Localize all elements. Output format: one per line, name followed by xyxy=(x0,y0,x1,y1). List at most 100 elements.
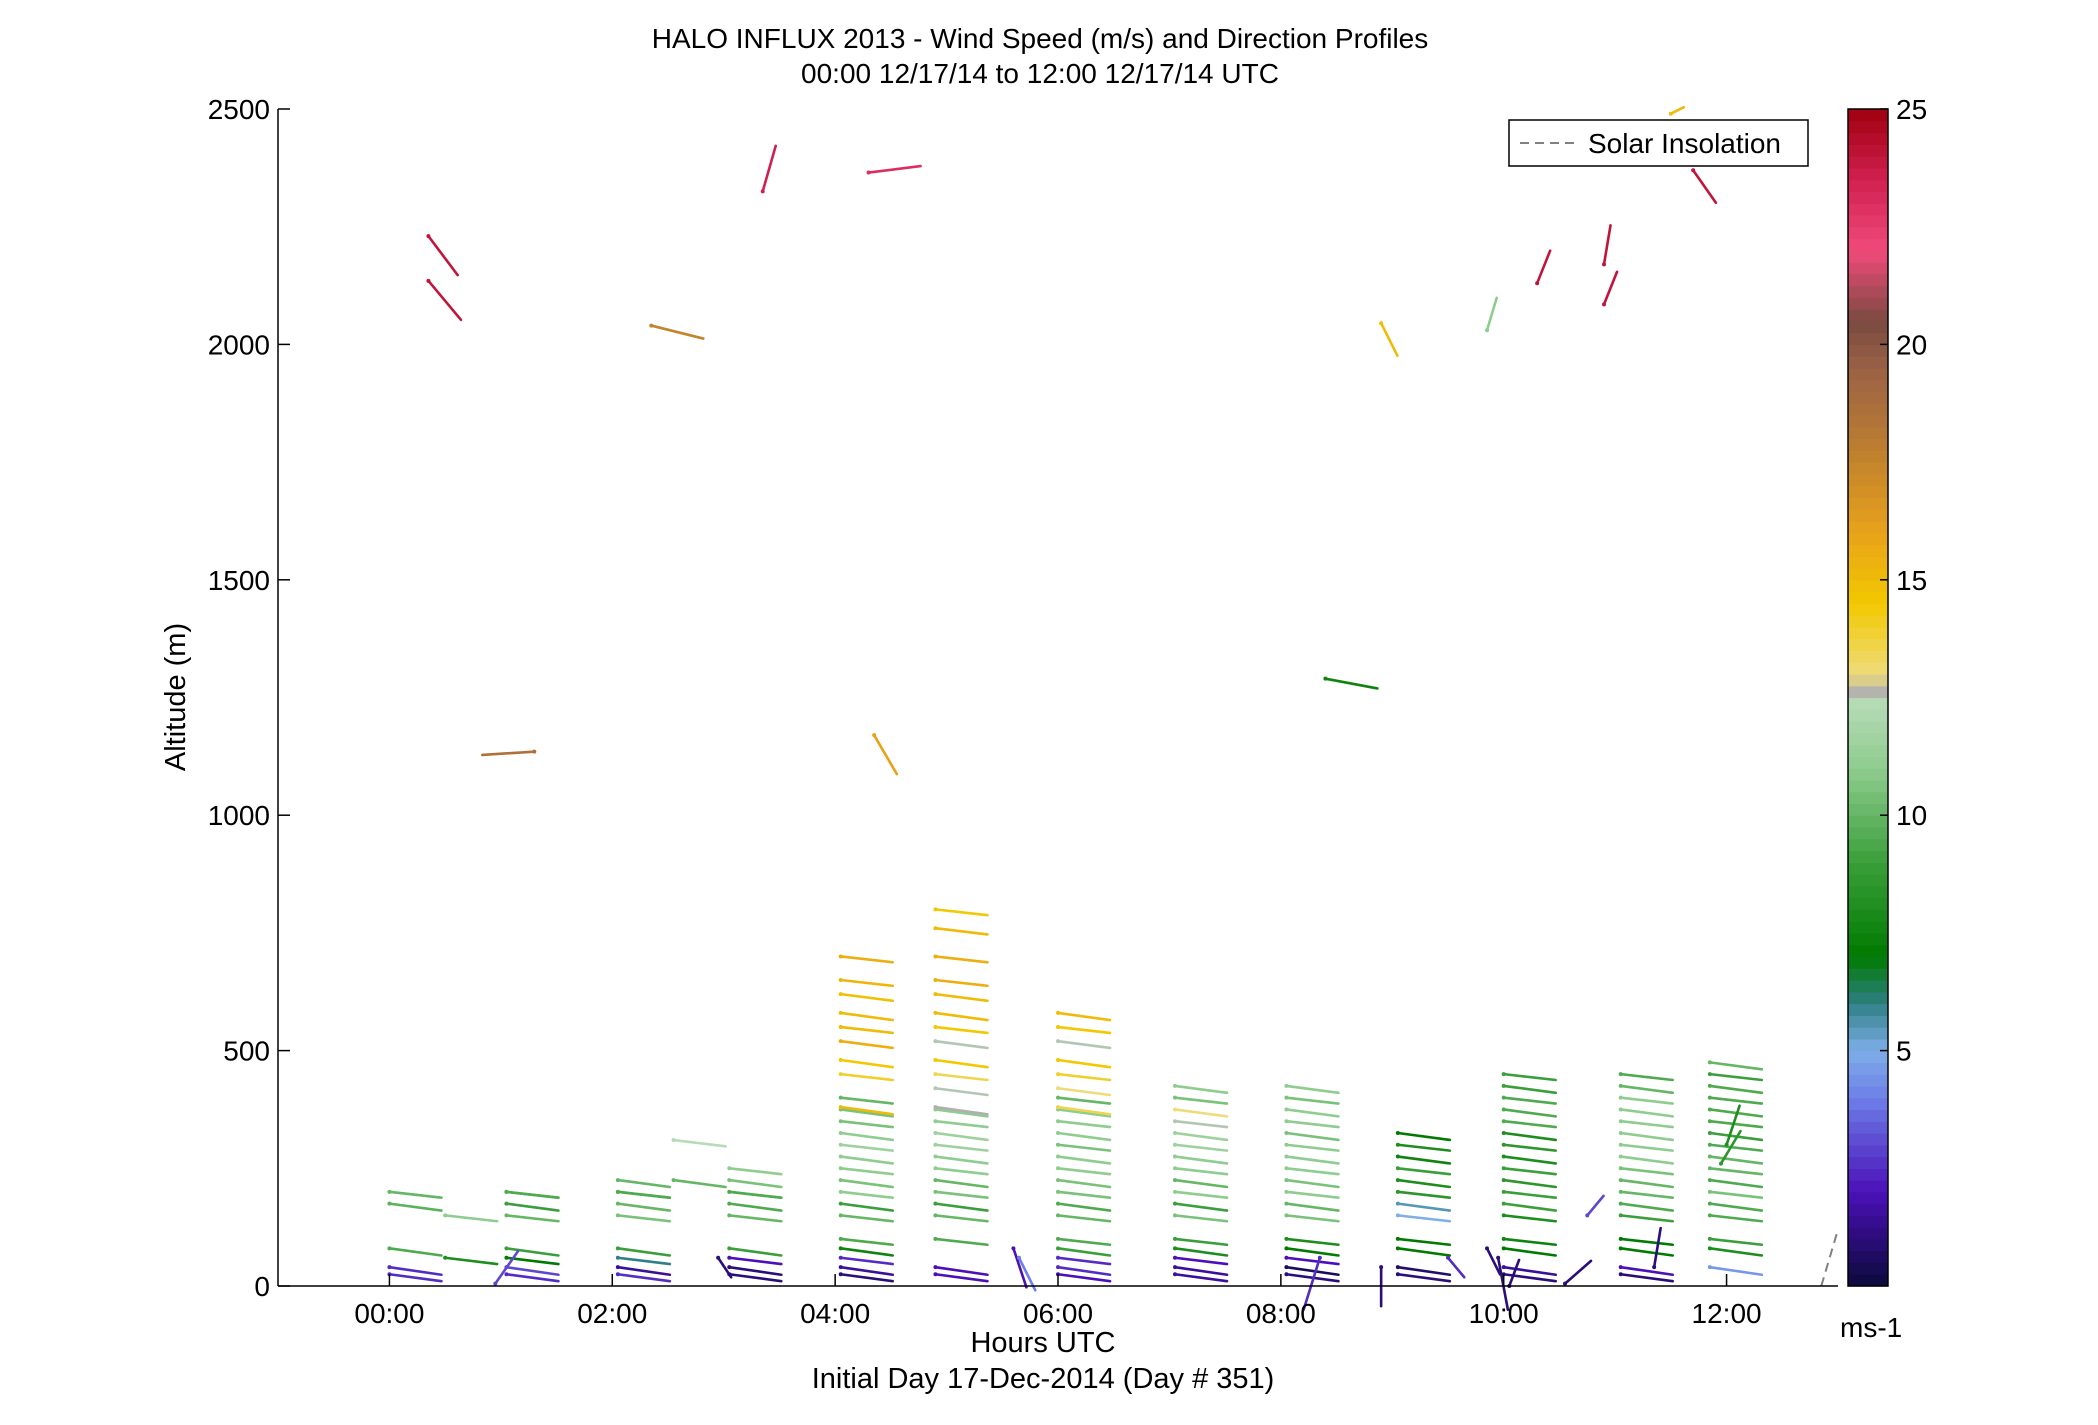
wind-vector-tail xyxy=(727,1178,732,1183)
wind-vector-tail xyxy=(1173,1166,1177,1171)
wind-vector-tail xyxy=(615,1272,620,1277)
wind-vector xyxy=(1056,1247,1112,1257)
wind-vector-tail xyxy=(1707,1130,1712,1135)
wind-vector-tail xyxy=(1707,1201,1712,1206)
wind-vector-tail xyxy=(1707,1265,1712,1270)
wind-vector-tail xyxy=(1501,1107,1506,1112)
wind-vector xyxy=(427,279,463,322)
wind-vector-tail xyxy=(933,1272,938,1277)
wind-vector-tail xyxy=(1284,1265,1289,1270)
x-tick-label: 06:00 xyxy=(1023,1298,1093,1329)
wind-vector xyxy=(1173,1214,1229,1223)
colorbar-band xyxy=(1848,167,1888,181)
colorbar-band xyxy=(1848,344,1888,357)
wind-vector-tail xyxy=(933,977,938,982)
y-tick-label: 2000 xyxy=(208,329,270,360)
wind-vector-tail xyxy=(1501,1130,1506,1135)
wind-vector-tail xyxy=(838,1166,843,1171)
colorbar-band xyxy=(1848,1027,1888,1040)
wind-vector xyxy=(388,1202,443,1212)
wind-vector xyxy=(934,1190,989,1199)
wind-vector xyxy=(1285,1155,1340,1165)
colorbar-ticks: 5 10 15 20 25 xyxy=(1880,94,1927,1067)
wind-vector-tail xyxy=(1501,1083,1506,1088)
wind-vector xyxy=(1708,1214,1764,1223)
wind-vector xyxy=(1173,1167,1229,1176)
colorbar-band xyxy=(1848,320,1888,334)
wind-vector xyxy=(839,1143,895,1152)
colorbar-tick-label: 25 xyxy=(1896,94,1927,125)
wind-vector xyxy=(1396,1131,1452,1142)
wind-vector-tail xyxy=(727,1255,732,1260)
colorbar-band xyxy=(1848,238,1888,251)
wind-vector-tail xyxy=(615,1201,620,1206)
wind-vector-tail xyxy=(933,926,938,931)
wind-vector xyxy=(1396,1265,1452,1277)
wind-vector xyxy=(1056,1105,1112,1116)
wind-vector-tail xyxy=(1284,1236,1289,1241)
wind-vector-tail xyxy=(1173,1083,1177,1088)
wind-vector-tail xyxy=(1618,1178,1623,1183)
colorbar-tick-label: 10 xyxy=(1896,800,1927,831)
wind-vector xyxy=(934,992,989,1003)
wind-vector xyxy=(1056,1072,1112,1082)
wind-vector xyxy=(1502,1247,1558,1257)
wind-vector-tail xyxy=(1707,1166,1712,1171)
colorbar-band xyxy=(1848,1085,1888,1099)
wind-vector-tail xyxy=(443,1213,448,1218)
wind-vector xyxy=(1056,1202,1112,1212)
colorbar-band xyxy=(1848,897,1888,910)
colorbar-band xyxy=(1848,1168,1888,1181)
wind-vector xyxy=(1708,1167,1764,1176)
wind-vector-tail xyxy=(838,977,843,982)
wind-vector xyxy=(839,1131,895,1142)
wind-vector xyxy=(839,1096,895,1105)
wind-vector xyxy=(867,164,922,174)
wind-vector xyxy=(1396,1143,1452,1152)
wind-vector-tail xyxy=(1395,1178,1400,1183)
wind-vector-tail xyxy=(872,733,877,738)
wind-vector xyxy=(1708,1119,1764,1129)
colorbar-band xyxy=(1848,638,1888,652)
colorbar: 5 10 15 20 25 ms-1 xyxy=(1840,94,1927,1343)
wind-vector-tail xyxy=(1501,1201,1506,1206)
wind-vector xyxy=(1619,1214,1675,1223)
wind-vector-tail xyxy=(1011,1246,1016,1251)
wind-vector-tail xyxy=(933,1119,938,1124)
wind-vector-tail xyxy=(1618,1107,1623,1112)
colorbar-band xyxy=(1848,250,1888,263)
colorbar-band xyxy=(1848,803,1888,816)
wind-vector xyxy=(505,1265,560,1277)
wind-vector-tail xyxy=(615,1265,620,1270)
wind-vector xyxy=(1619,1072,1675,1082)
wind-vector xyxy=(1619,1108,1675,1118)
x-ticks: 00:00 02:00 04:00 06:00 08:00 10:00 12:00 xyxy=(354,1274,1762,1329)
colorbar-band xyxy=(1848,379,1888,393)
colorbar-band xyxy=(1848,191,1888,204)
wind-vector xyxy=(934,1143,989,1152)
wind-vector-tail xyxy=(933,1010,938,1015)
wind-vector xyxy=(1173,1119,1229,1129)
wind-vector-tail xyxy=(1173,1272,1177,1277)
wind-vector-tail xyxy=(866,170,871,175)
wind-vector-tail xyxy=(1707,1154,1712,1159)
chart-title: HALO INFLUX 2013 - Wind Speed (m/s) and … xyxy=(652,23,1429,54)
wind-vector xyxy=(505,1202,560,1212)
wind-vector xyxy=(1619,1084,1675,1095)
wind-vector xyxy=(616,1265,672,1277)
wind-vector-tail xyxy=(1707,1213,1712,1218)
x-tick-label: 08:00 xyxy=(1246,1298,1316,1329)
wind-vector-tail xyxy=(838,1072,843,1077)
wind-vector xyxy=(934,1202,989,1212)
colorbar-band xyxy=(1848,768,1888,781)
wind-vector xyxy=(839,1247,895,1257)
wind-vector xyxy=(1324,677,1379,690)
wind-vector-tail xyxy=(1563,1281,1567,1286)
colorbar-band xyxy=(1848,156,1888,169)
colorbar-band xyxy=(1848,450,1888,463)
colorbar-band xyxy=(1848,626,1888,640)
wind-vector-tail xyxy=(727,1201,732,1206)
colorbar-band xyxy=(1848,1274,1888,1287)
colorbar-band xyxy=(1848,979,1888,993)
colorbar-band xyxy=(1848,109,1888,122)
